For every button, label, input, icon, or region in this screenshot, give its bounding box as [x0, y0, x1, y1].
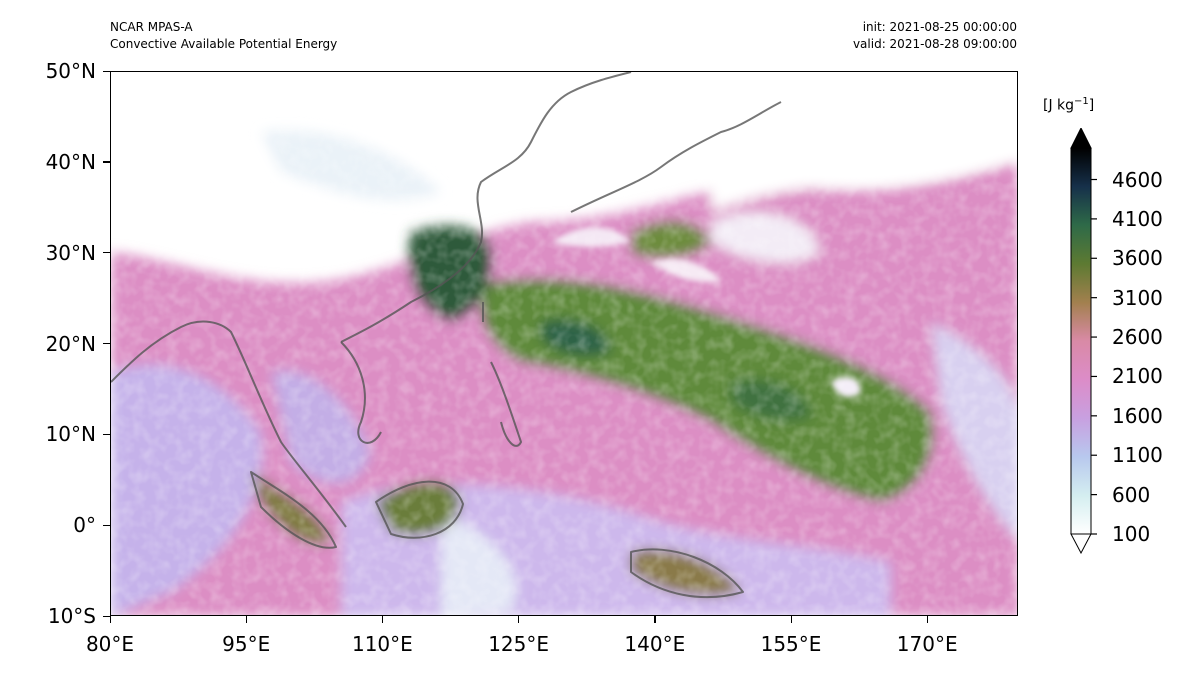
cape-map [110, 71, 1018, 616]
coastline-japan [570, 101, 782, 213]
lat-tick [103, 343, 110, 345]
lat-label: 40°N [45, 149, 96, 174]
lon-tick [926, 616, 928, 623]
lat-tick [103, 433, 110, 436]
model-name: NCAR MPAS-A [110, 20, 193, 34]
colorbar-tick-label: 1600 [1112, 403, 1163, 428]
lon-tick [245, 616, 247, 623]
lat-label: 10°N [45, 422, 96, 447]
colorbar-unit: [J kg−1] [1043, 96, 1094, 114]
coastline-new-guinea [630, 548, 744, 599]
colorbar-tick-label: 600 [1112, 482, 1151, 507]
colorbar-tick-label: 4600 [1112, 167, 1163, 192]
coastline-borneo [375, 480, 464, 539]
lon-tick [381, 616, 384, 623]
field-name: Convective Available Potential Energy [110, 37, 338, 51]
colorbar-tick-label: 1100 [1112, 443, 1163, 468]
lat-label: 0° [73, 513, 96, 538]
figure-header-left: NCAR MPAS-A Convective Available Potenti… [110, 19, 337, 53]
colorbar-tick-label: 100 [1112, 522, 1151, 546]
coastline-sumatra [250, 471, 337, 549]
lon-tick [790, 616, 792, 623]
figure-header-right: init: 2021-08-25 00:00:00 valid: 2021-08… [853, 19, 1017, 53]
lat-tick [103, 161, 110, 163]
lat-tick [103, 70, 110, 72]
coastline-philippines [490, 361, 522, 447]
lon-label: 155°E [760, 632, 822, 656]
coastline-indochina [340, 341, 382, 444]
cape-field [111, 72, 1017, 615]
lat-label: 10°S [47, 604, 96, 628]
lon-tick [654, 616, 656, 623]
lat-label: 20°N [45, 331, 96, 356]
lon-label: 80°E [85, 632, 135, 656]
field-texture [111, 72, 1017, 615]
lon-label: 95°E [222, 632, 271, 656]
colorbar-tick-label: 4100 [1112, 206, 1163, 231]
lat-label: 50°N [45, 59, 96, 83]
lon-tick [518, 616, 520, 623]
valid-time: valid: 2021-08-28 09:00:00 [852, 37, 1017, 51]
colorbar-tick-label: 2100 [1112, 364, 1163, 389]
coastline-china-east [340, 72, 632, 343]
lat-tick [103, 252, 110, 254]
unit-suffix: ] [1088, 97, 1095, 114]
unit-exponent: −1 [1074, 96, 1089, 107]
colorbar-tick-label: 2600 [1112, 325, 1163, 350]
colorbar-ramp [1070, 147, 1092, 535]
colorbar-tick-label: 3600 [1112, 246, 1163, 271]
lat-tick [103, 615, 110, 617]
colorbar-extend-max [1070, 128, 1092, 149]
colorbar [1070, 128, 1097, 554]
lat-tick [103, 524, 110, 526]
init-time: init: 2021-08-25 00:00:00 [862, 20, 1017, 34]
lon-label: 110°E [351, 632, 413, 656]
lat-label: 30°N [45, 240, 96, 265]
unit-prefix: [J kg [1043, 97, 1075, 114]
colorbar-tick-label: 3100 [1112, 285, 1163, 310]
lon-tick [109, 616, 111, 623]
coastline-indian-subcontinent [111, 320, 347, 528]
colorbar-extend-min [1070, 533, 1092, 554]
lon-label: 170°E [896, 632, 958, 656]
coastlines [111, 72, 782, 599]
lon-label: 125°E [488, 632, 549, 656]
lon-label: 140°E [624, 632, 686, 656]
